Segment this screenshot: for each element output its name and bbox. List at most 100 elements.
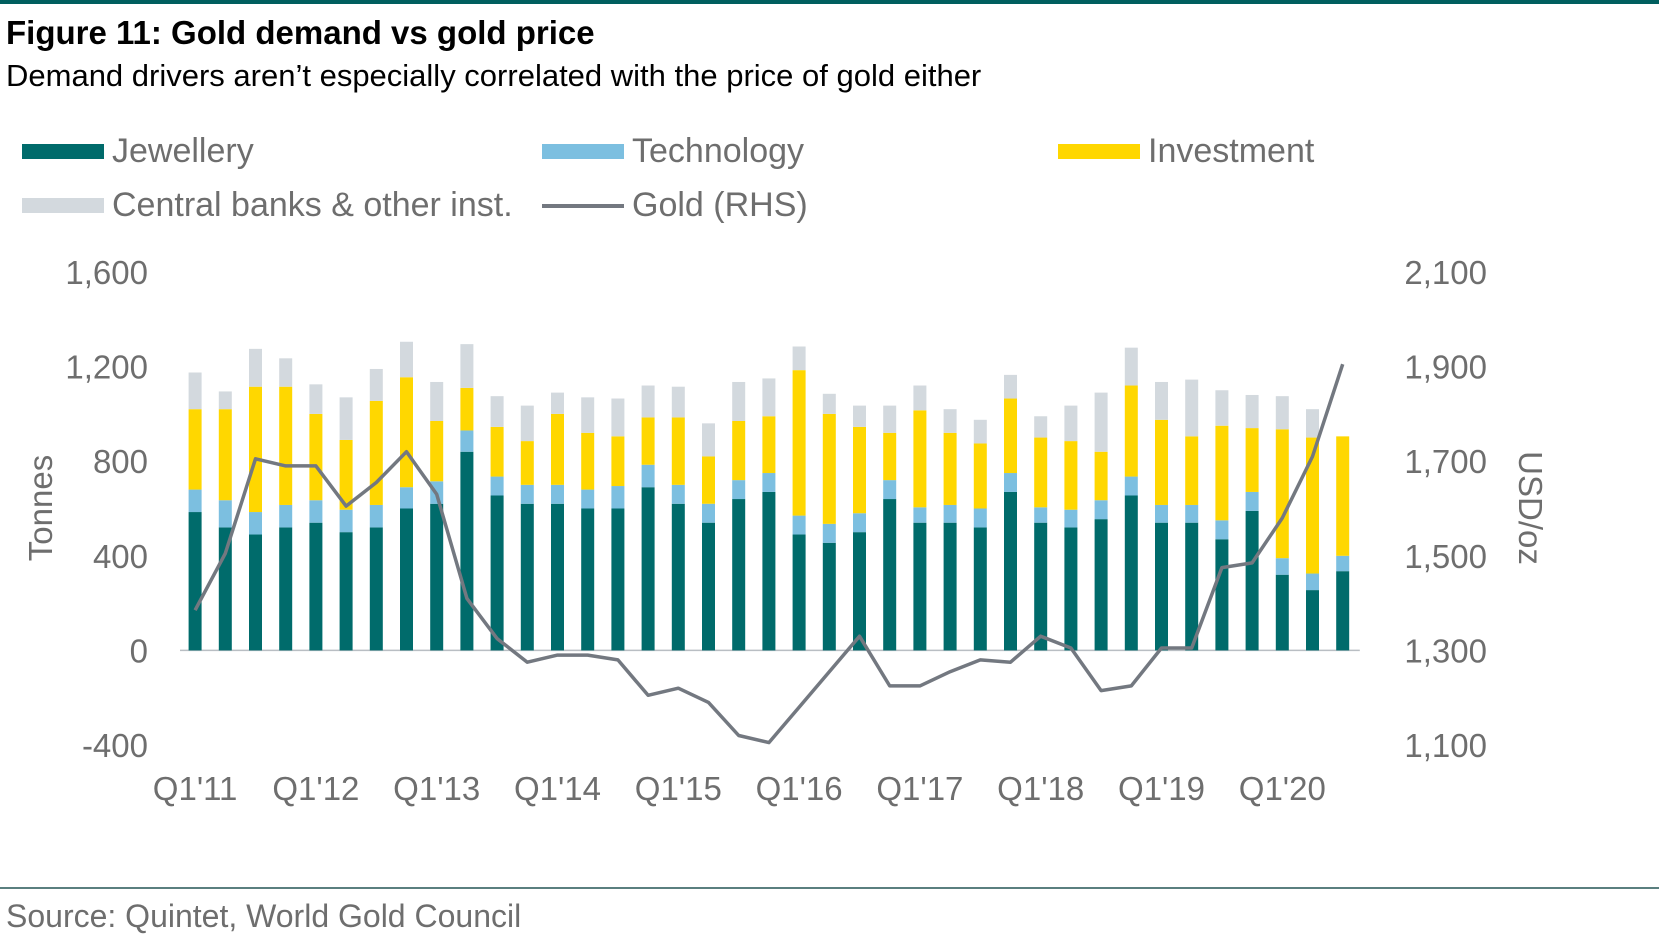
- bar-technology: [732, 480, 746, 500]
- bar-investment: [1275, 429, 1289, 559]
- bar-investment: [1245, 428, 1259, 492]
- bar-jewellery: [671, 503, 685, 651]
- bar-investment: [611, 436, 625, 487]
- bar-jewellery: [1185, 522, 1199, 651]
- y-tick-label: 1,200: [65, 349, 148, 386]
- bar-technology: [279, 504, 293, 528]
- bar-jewellery: [853, 532, 866, 651]
- bar-jewellery: [1124, 495, 1138, 651]
- legend-swatch-investment: [1058, 144, 1140, 159]
- bar-jewellery: [520, 503, 534, 651]
- legend-label-technology: Technology: [632, 132, 805, 170]
- bar-investment: [822, 413, 836, 524]
- legend-swatch-central-banks: [22, 198, 104, 213]
- bar-technology: [1275, 558, 1289, 575]
- bottom-rule: [0, 887, 1659, 889]
- bar-investment: [581, 432, 595, 490]
- bar-central-banks: [973, 419, 987, 444]
- bar-central-banks: [339, 397, 353, 440]
- bar-technology: [1245, 491, 1259, 511]
- bar-central-banks: [1245, 394, 1259, 429]
- bar-technology: [973, 508, 987, 528]
- bar-jewellery: [1094, 519, 1108, 651]
- bar-jewellery: [309, 522, 323, 651]
- bar-jewellery: [1275, 574, 1289, 651]
- bar-investment: [913, 410, 927, 508]
- bar-jewellery: [973, 527, 987, 651]
- bar-jewellery: [490, 495, 504, 651]
- bar-central-banks: [249, 348, 262, 387]
- x-tick-label: Q1'12: [272, 770, 359, 807]
- y2-tick-label: 1,100: [1404, 727, 1487, 764]
- bar-technology: [1004, 473, 1017, 492]
- bar-jewellery: [792, 534, 806, 651]
- legend-item-technology: Technology: [542, 132, 804, 171]
- bar-investment: [762, 416, 776, 474]
- bar-investment: [339, 439, 353, 510]
- bar-investment: [1034, 437, 1048, 508]
- x-tick-label: Q1'18: [997, 770, 1084, 807]
- bar-jewellery: [218, 527, 232, 651]
- source-note: Source: Quintet, World Gold Council: [6, 898, 522, 934]
- bar-technology: [551, 484, 564, 504]
- bar-central-banks: [611, 398, 625, 437]
- bar-central-banks: [1124, 347, 1138, 386]
- bar-jewellery: [1245, 510, 1259, 651]
- bar-central-banks: [218, 391, 232, 410]
- bar-investment: [1185, 436, 1199, 505]
- bar-technology: [1306, 573, 1319, 591]
- bar-jewellery: [1306, 590, 1319, 651]
- bar-central-banks: [853, 405, 866, 427]
- bar-technology: [1155, 504, 1168, 523]
- legend-item-gold: Gold (RHS): [542, 186, 808, 225]
- y-tick-label: -400: [82, 727, 148, 764]
- bar-jewellery: [611, 508, 625, 651]
- bar-technology: [369, 504, 383, 528]
- legend-label-central-banks: Central banks & other inst.: [112, 186, 513, 224]
- y2-tick-label: 1,300: [1404, 632, 1487, 669]
- bar-investment: [551, 413, 564, 485]
- bar-central-banks: [1215, 390, 1229, 426]
- bar-investment: [1215, 425, 1229, 521]
- bar-technology: [762, 473, 776, 492]
- bar-technology: [218, 500, 232, 528]
- bar-technology: [1336, 555, 1350, 572]
- bar-technology: [1034, 507, 1048, 523]
- bar-jewellery: [822, 542, 836, 651]
- bar-technology: [520, 484, 534, 504]
- bar-jewellery: [188, 512, 202, 651]
- bar-central-banks: [309, 384, 323, 414]
- legend-item-central-banks: Central banks & other inst.: [22, 186, 513, 225]
- bar-central-banks: [460, 344, 474, 388]
- y-tick-label: 0: [130, 632, 148, 669]
- bar-investment: [460, 387, 474, 431]
- bar-central-banks: [551, 392, 564, 414]
- bar-investment: [883, 432, 897, 481]
- bar-investment: [1094, 451, 1108, 501]
- bar-central-banks: [430, 381, 444, 421]
- bar-jewellery: [369, 527, 383, 651]
- bar-central-banks: [400, 341, 413, 378]
- bar-central-banks: [1275, 396, 1289, 430]
- bar-technology: [913, 507, 927, 523]
- bar-jewellery: [1215, 539, 1229, 651]
- bar-jewellery: [762, 491, 776, 651]
- bar-jewellery: [1336, 571, 1350, 651]
- bar-jewellery: [1004, 491, 1017, 651]
- x-tick-label: Q1'16: [756, 770, 843, 807]
- bar-investment: [279, 386, 293, 505]
- bar-technology: [943, 504, 957, 523]
- x-tick-label: Q1'19: [1118, 770, 1205, 807]
- bar-central-banks: [1155, 381, 1168, 420]
- bar-technology: [400, 487, 413, 509]
- bar-technology: [1064, 509, 1078, 528]
- legend-swatch-technology: [542, 144, 624, 159]
- bar-jewellery: [339, 532, 353, 651]
- bar-jewellery: [943, 522, 957, 651]
- bar-investment: [400, 377, 413, 488]
- bar-central-banks: [943, 409, 957, 433]
- bar-technology: [883, 480, 897, 500]
- bar-central-banks: [792, 346, 806, 371]
- y-tick-label: 400: [93, 538, 148, 575]
